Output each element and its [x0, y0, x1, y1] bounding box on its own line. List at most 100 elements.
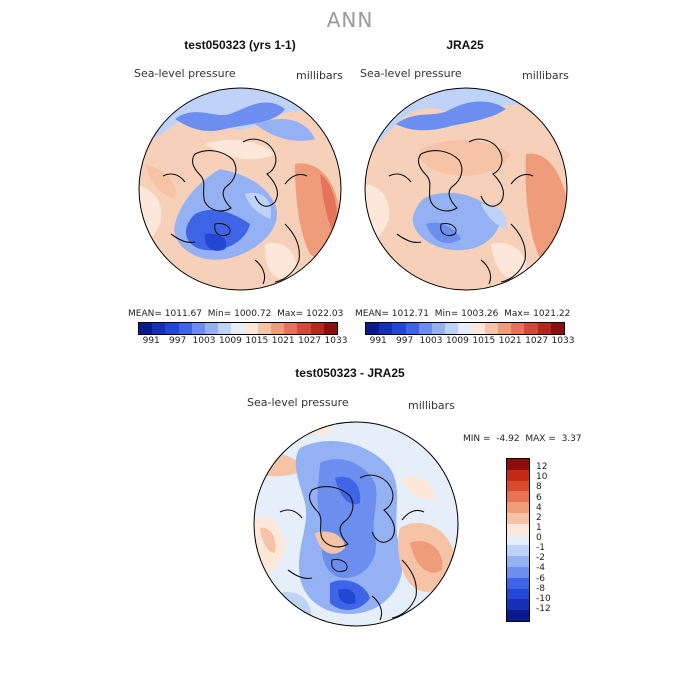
- panel2-max-value: 1021.22: [533, 309, 571, 319]
- colorbar-swatch: [507, 469, 529, 481]
- panel1-colorbar-ticks: 991 997 1003 1009 1015 1021 1027 1033: [138, 336, 348, 348]
- panel3-colorbar-ticks: 12 10 8 6 4 2 1 0 -1 -2 -4 -6 -8 -10 -12: [536, 458, 576, 620]
- colorbar-swatch: [507, 459, 529, 470]
- colorbar-swatch: [405, 323, 419, 334]
- panel3-stats: MIN = -4.92 MAX = 3.37: [463, 434, 582, 444]
- panel1-min-value: 1000.72: [234, 309, 272, 319]
- panel3-colorbar: [506, 458, 530, 622]
- colorbar-tick-label: 1009: [218, 336, 242, 346]
- colorbar-swatch: [507, 599, 529, 611]
- colorbar-tick-label: 1033: [324, 336, 348, 346]
- colorbar-swatch: [507, 610, 529, 621]
- colorbar-tick-label: 1003: [419, 336, 443, 346]
- colorbar-swatch: [218, 323, 232, 334]
- colorbar-tick-label: 1003: [192, 336, 216, 346]
- panel2-colorbar: [365, 322, 565, 335]
- panel2-title: JRA25: [446, 38, 484, 52]
- panel1-max-label: Max=: [277, 309, 304, 319]
- panel2-polar-map: [364, 87, 568, 291]
- colorbar-swatch: [507, 577, 529, 589]
- panel2-mean-label: MEAN=: [355, 309, 389, 319]
- panel2-colorbar-ticks: 991 997 1003 1009 1015 1021 1027 1033: [365, 336, 575, 348]
- colorbar-tick-label: 1021: [498, 336, 522, 346]
- colorbar-swatch: [191, 323, 206, 334]
- colorbar-swatch: [418, 323, 433, 334]
- colorbar-swatch: [432, 323, 446, 334]
- colorbar-swatch: [507, 502, 529, 513]
- colorbar-swatch: [507, 588, 529, 600]
- colorbar-tick-label: 2: [536, 512, 542, 523]
- panel1-title: test050323 (yrs 1-1): [184, 38, 296, 52]
- colorbar-swatch: [498, 323, 512, 334]
- colorbar-tick-label: 1: [536, 522, 542, 533]
- colorbar-swatch: [507, 556, 529, 567]
- panel2-variable-label: Sea-level pressure: [360, 67, 462, 80]
- colorbar-swatch: [507, 545, 529, 557]
- colorbar-tick-label: 1015: [245, 336, 269, 346]
- colorbar-tick-label: 10: [536, 472, 548, 483]
- colorbar-swatch: [507, 491, 529, 503]
- colorbar-tick-label: 1015: [472, 336, 496, 346]
- panel1-mean-value: 1011.67: [164, 309, 202, 319]
- panel3-max-label: MAX =: [525, 434, 556, 444]
- panel3-max-value: 3.37: [561, 434, 582, 444]
- panel1-variable-label: Sea-level pressure: [134, 67, 236, 80]
- colorbar-tick-label: 1021: [271, 336, 295, 346]
- colorbar-swatch: [257, 323, 272, 334]
- colorbar-swatch: [379, 323, 393, 334]
- colorbar-swatch: [471, 323, 485, 334]
- colorbar-tick-label: 1033: [551, 336, 575, 346]
- colorbar-tick-label: 1027: [525, 336, 549, 346]
- colorbar-swatch: [392, 323, 406, 334]
- colorbar-swatch: [178, 323, 192, 334]
- figure-title: ANN: [326, 8, 374, 32]
- panel3-min-value: -4.92: [496, 434, 520, 444]
- colorbar-tick-label: 12: [536, 462, 548, 473]
- panel3-variable-label: Sea-level pressure: [247, 396, 349, 409]
- colorbar-swatch: [139, 323, 153, 334]
- colorbar-swatch: [537, 323, 551, 334]
- colorbar-swatch: [507, 534, 529, 546]
- colorbar-tick-label: -6: [536, 573, 545, 584]
- panel1-colorbar: [138, 322, 338, 335]
- colorbar-swatch: [507, 480, 529, 492]
- colorbar-swatch: [231, 323, 245, 334]
- colorbar-swatch: [152, 323, 166, 334]
- panel3-title: test050323 - JRA25: [295, 366, 405, 380]
- colorbar-swatch: [271, 323, 285, 334]
- panel1-max-value: 1022.03: [306, 309, 344, 319]
- colorbar-swatch: [244, 323, 258, 334]
- panel3-polar-map: [253, 421, 459, 627]
- colorbar-swatch: [507, 512, 529, 524]
- colorbar-tick-label: -12: [536, 603, 551, 614]
- panel3-min-label: MIN =: [463, 434, 491, 444]
- panel1-stats: MEAN= 1011.67 Min= 1000.72 Max= 1022.03: [128, 309, 343, 319]
- panel2-mean-value: 1012.71: [391, 309, 429, 319]
- colorbar-swatch: [524, 323, 538, 334]
- colorbar-tick-label: 997: [169, 336, 187, 346]
- colorbar-swatch: [366, 323, 380, 334]
- panel1-polar-map: [138, 87, 342, 291]
- colorbar-swatch: [284, 323, 298, 334]
- colorbar-tick-label: -1: [536, 543, 545, 554]
- colorbar-swatch: [205, 323, 219, 334]
- colorbar-tick-label: -2: [536, 553, 545, 564]
- colorbar-tick-label: 1027: [298, 336, 322, 346]
- panel2-max-label: Max=: [504, 309, 531, 319]
- colorbar-swatch: [511, 323, 525, 334]
- colorbar-tick-label: 991: [142, 336, 160, 346]
- colorbar-tick-label: -10: [536, 593, 551, 604]
- colorbar-tick-label: 6: [536, 492, 542, 503]
- panel3-units-label: millibars: [408, 399, 455, 412]
- colorbar-tick-label: -4: [536, 563, 545, 574]
- panel2-min-label: Min=: [434, 309, 459, 319]
- colorbar-swatch: [445, 323, 459, 334]
- panel2-units-label: millibars: [522, 69, 569, 82]
- colorbar-swatch: [310, 323, 324, 334]
- panel1-units-label: millibars: [296, 69, 343, 82]
- colorbar-tick-label: 8: [536, 482, 542, 493]
- colorbar-swatch: [323, 323, 338, 334]
- panel1-mean-label: MEAN=: [128, 309, 162, 319]
- colorbar-tick-label: 0: [536, 533, 542, 543]
- colorbar-swatch: [507, 566, 529, 578]
